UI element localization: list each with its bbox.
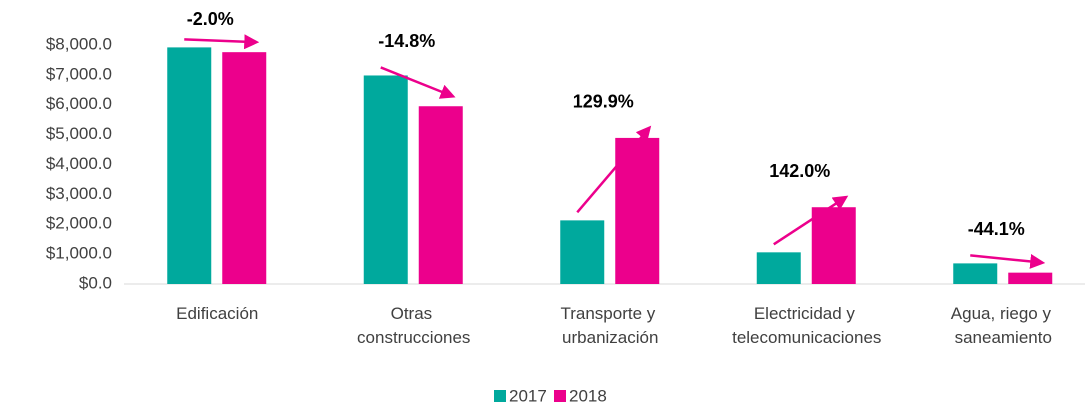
bar — [167, 47, 212, 284]
legend-swatch — [494, 390, 506, 402]
x-tick-label: Otras construcciones — [357, 304, 470, 347]
legend-label: 2017 — [509, 386, 547, 405]
x-tick-line: Edificación — [176, 304, 258, 323]
x-tick-label: Edificación — [176, 304, 258, 323]
y-tick-label: $7,000.0 — [46, 64, 112, 83]
bar — [953, 263, 998, 284]
change-arrow — [380, 66, 456, 99]
legend-swatch — [554, 390, 566, 402]
x-tick-line: Agua, riego y — [951, 304, 1056, 323]
y-tick-label: $0.0 — [79, 273, 112, 292]
change-label: -2.0% — [187, 9, 234, 29]
x-tick-label: Electricidad y telecomunicaciones — [732, 304, 881, 347]
y-tick-label: $3,000.0 — [46, 184, 112, 203]
bar — [1008, 272, 1053, 284]
change-arrow — [184, 34, 260, 50]
x-tick-line: saneamiento — [955, 328, 1052, 347]
bar — [560, 220, 605, 284]
y-tick-label: $6,000.0 — [46, 94, 112, 113]
x-tick-line: construcciones — [357, 328, 470, 347]
change-label: 129.9% — [573, 92, 634, 112]
x-tick-line: telecomunicaciones — [732, 328, 881, 347]
change-arrow — [773, 195, 849, 246]
x-tick-line: Electricidad y — [754, 304, 860, 323]
change-label: -44.1% — [968, 219, 1025, 239]
change-label: 142.0% — [769, 161, 830, 181]
bar — [811, 207, 856, 284]
change-arrow — [576, 125, 652, 214]
bar — [615, 137, 660, 284]
y-tick-label: $4,000.0 — [46, 154, 112, 173]
x-tick-label: Agua, riego y saneamiento — [951, 304, 1056, 347]
bar — [756, 252, 801, 284]
x-tick-line: Otras — [391, 304, 437, 323]
x-tick-line: Transporte y — [560, 304, 660, 323]
x-tick-line: urbanización — [562, 328, 658, 347]
legend-label: 2018 — [569, 386, 607, 405]
y-tick-label: $2,000.0 — [46, 214, 112, 233]
x-tick-label: Transporte y urbanización — [560, 304, 660, 347]
bar — [222, 52, 267, 284]
bar — [363, 75, 408, 284]
bar — [418, 106, 463, 285]
y-tick-label: $1,000.0 — [46, 244, 112, 263]
change-arrow — [970, 253, 1046, 269]
change-label: -14.8% — [378, 31, 435, 51]
y-tick-label: $8,000.0 — [46, 34, 112, 53]
y-tick-label: $5,000.0 — [46, 124, 112, 143]
